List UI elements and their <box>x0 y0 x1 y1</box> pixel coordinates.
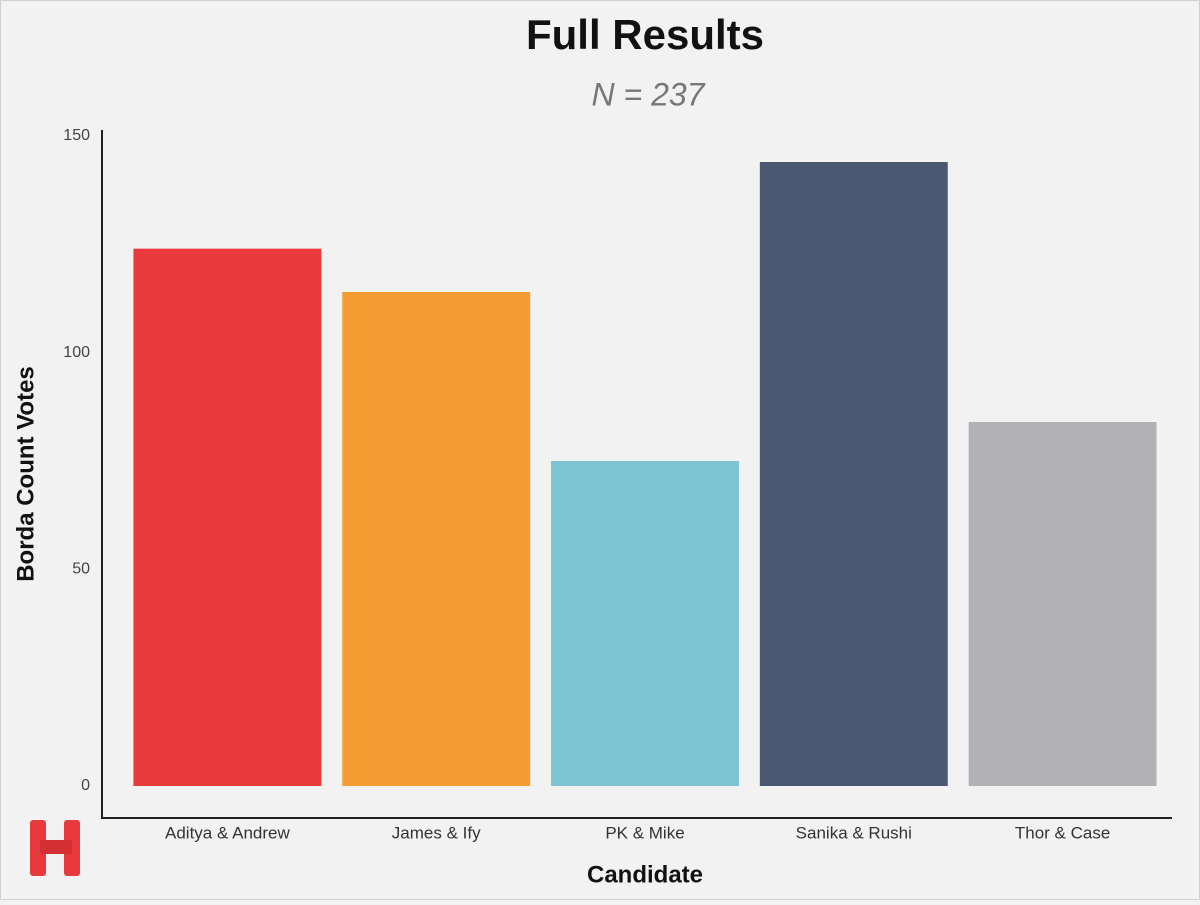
x-tick-label: James & Ify <box>392 823 481 842</box>
y-tick-label: 150 <box>63 127 90 144</box>
x-axis-title: Candidate <box>587 861 703 888</box>
bar <box>968 422 1157 786</box>
x-tick-label: Aditya & Andrew <box>165 823 290 842</box>
y-tick-label: 100 <box>63 344 90 361</box>
bar <box>759 162 948 786</box>
chart-subtitle: N = 237 <box>592 76 706 112</box>
x-tick-label: PK & Mike <box>605 823 684 842</box>
x-tick-label: Thor & Case <box>1015 823 1110 842</box>
bar <box>133 248 322 786</box>
logo <box>30 820 80 876</box>
y-axis-title: Borda Count Votes <box>12 366 39 582</box>
y-tick-label: 0 <box>81 777 90 794</box>
bar <box>551 461 739 786</box>
chart-title: Full Results <box>526 11 764 58</box>
x-tick-label: Sanika & Rushi <box>796 823 912 842</box>
y-tick-label: 50 <box>72 561 90 578</box>
bar <box>342 292 531 786</box>
